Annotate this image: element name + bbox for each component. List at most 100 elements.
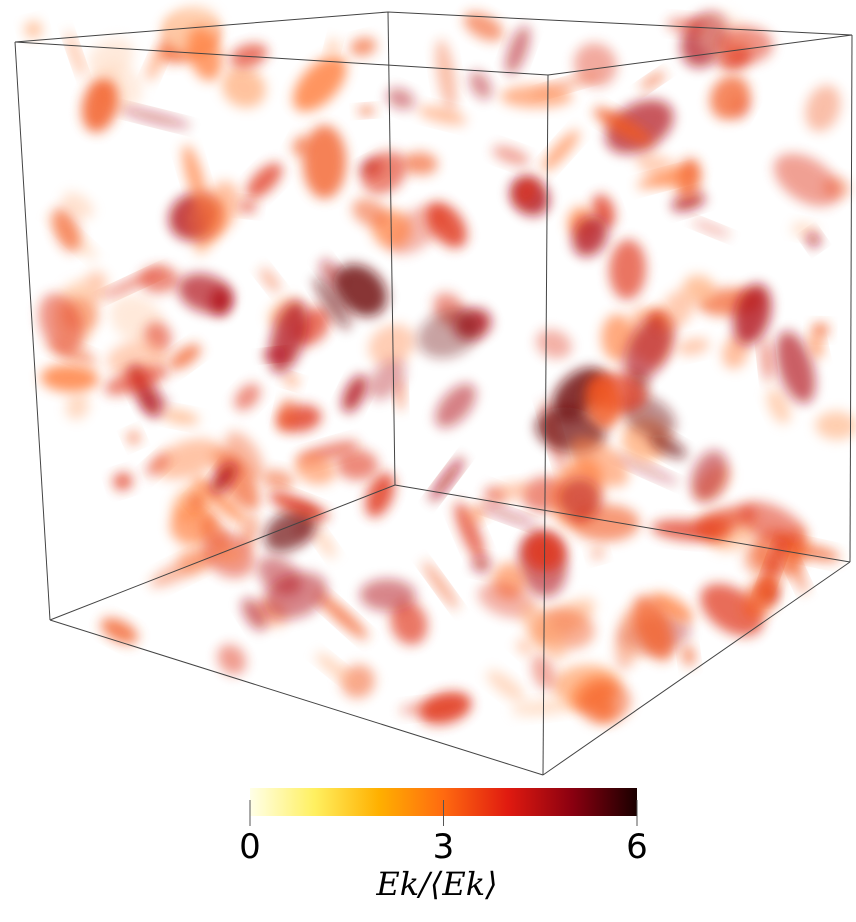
energy-blob [776, 331, 816, 404]
energy-blob [692, 505, 756, 535]
energy-blob [709, 75, 750, 120]
energy-blob [454, 501, 485, 562]
energy-blob [682, 644, 695, 667]
energy-blob [783, 546, 808, 594]
energy-blob [578, 681, 631, 725]
energy-blob [743, 574, 781, 619]
energy-blob [238, 200, 257, 214]
energy-blob [671, 193, 706, 212]
energy-blob [294, 453, 336, 485]
energy-blob [558, 477, 602, 521]
energy-blob [386, 87, 415, 110]
energy-blob [341, 664, 375, 699]
cube-edge [49, 484, 396, 621]
energy-blob [292, 55, 347, 112]
energy-blob [666, 17, 705, 33]
energy-blob [590, 547, 605, 560]
energy-blob [277, 397, 294, 432]
energy-blob [246, 162, 283, 199]
energy-blob [435, 39, 457, 112]
energy-blob [683, 275, 717, 303]
cube-edges [14, 11, 853, 776]
energy-blob [169, 344, 201, 370]
energy-blob [182, 144, 207, 208]
cube-edge [394, 484, 851, 563]
energy-blob [492, 145, 530, 166]
energy-blob [651, 592, 693, 624]
energy-blob [313, 276, 351, 330]
energy-blob [773, 153, 840, 207]
energy-blob [367, 359, 406, 400]
energy-blob [263, 572, 328, 619]
energy-blob [145, 453, 170, 477]
energy-blob [585, 375, 622, 430]
energy-blob [234, 383, 261, 411]
energy-blob [241, 597, 267, 631]
energy-blob [426, 202, 467, 248]
cube-edge [49, 619, 544, 776]
energy-blob [807, 233, 820, 247]
energy-blob [302, 125, 347, 199]
energy-blob [517, 178, 537, 205]
colorbar-tick-label: 0 [239, 827, 261, 867]
energy-blob [649, 433, 687, 459]
energy-blob [593, 107, 653, 146]
energy-blob [435, 383, 476, 428]
energy-blob [100, 267, 166, 299]
energy-blob [733, 283, 772, 345]
energy-blob [601, 314, 634, 362]
energy-blob [520, 602, 566, 661]
energy-blob [315, 652, 355, 685]
energy-blob [469, 70, 493, 100]
energy-blob [403, 152, 438, 175]
energy-blob [212, 448, 260, 511]
energy-blob [722, 335, 749, 369]
energy-blob [365, 472, 395, 518]
energy-blob [312, 526, 337, 559]
volume-rendering [24, 5, 856, 725]
energy-blob [623, 314, 674, 382]
energy-blob [210, 462, 237, 494]
energy-blob [259, 267, 281, 293]
energy-blob [342, 374, 367, 413]
energy-blob [691, 219, 731, 238]
energy-blob [264, 507, 317, 553]
energy-blob [761, 338, 773, 383]
energy-blob [632, 595, 675, 661]
energy-blob [368, 324, 416, 366]
cube-edge [542, 561, 851, 776]
energy-blob [358, 106, 375, 115]
energy-blob [349, 37, 377, 57]
energy-blob [189, 493, 204, 509]
energy-blob [815, 411, 856, 440]
energy-blob [161, 409, 200, 425]
energy-blob [541, 130, 580, 172]
energy-blob [40, 364, 99, 393]
energy-blob [261, 469, 294, 491]
energy-blob [615, 455, 679, 485]
energy-blob [605, 99, 674, 154]
energy-blob [516, 638, 534, 656]
energy-blob [463, 12, 504, 42]
cube-edge [849, 34, 853, 563]
energy-blob [24, 20, 43, 39]
energy-blob [811, 322, 829, 338]
energy-blob [225, 431, 264, 481]
energy-blob [572, 215, 608, 257]
energy-blob [676, 337, 710, 356]
energy-blob [200, 515, 231, 555]
energy-blob [104, 365, 169, 395]
energy-blob [766, 388, 791, 424]
energy-blob [88, 38, 134, 78]
energy-blob [262, 350, 289, 359]
energy-blob [52, 207, 81, 253]
energy-blob [192, 475, 248, 526]
energy-blob [62, 192, 94, 220]
energy-blob [229, 43, 268, 69]
energy-blob [493, 482, 532, 500]
energy-blob [417, 309, 480, 359]
energy-blob [221, 67, 266, 108]
energy-blob [390, 601, 428, 645]
energy-blob [149, 550, 218, 588]
